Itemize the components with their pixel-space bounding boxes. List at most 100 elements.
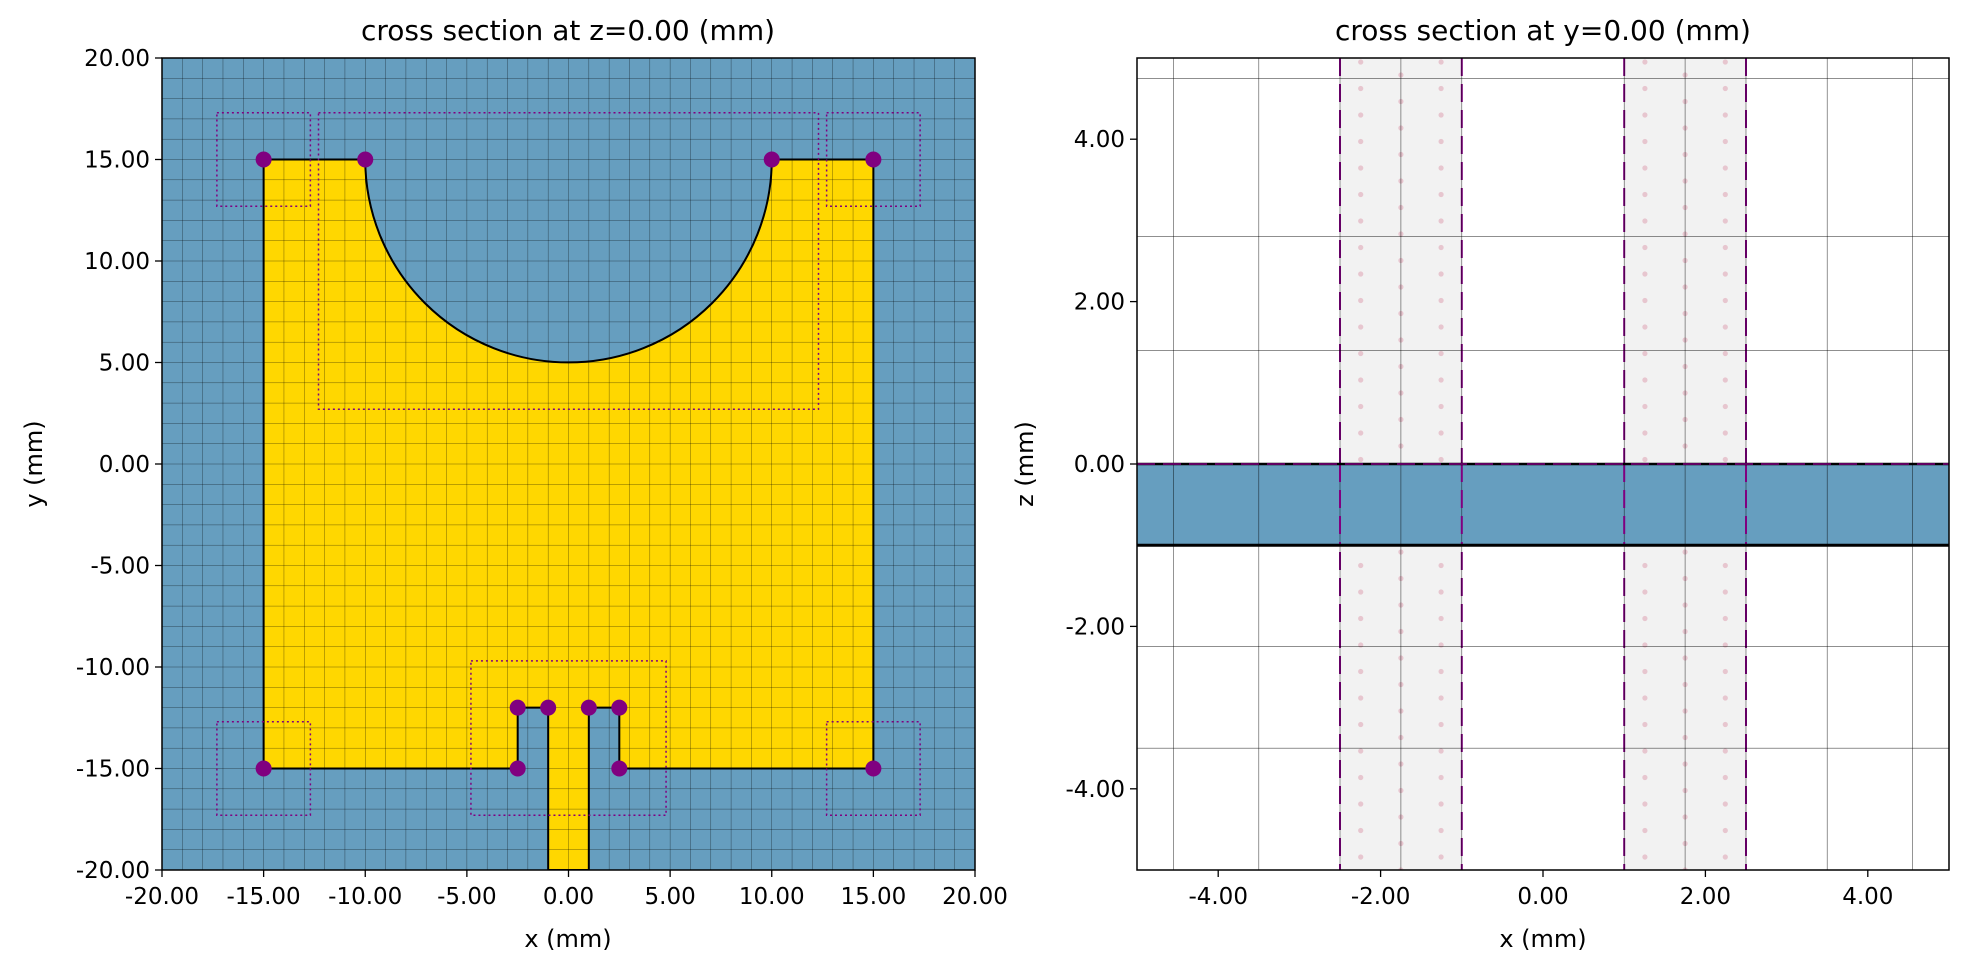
x-tick-label: 4.00 — [1842, 884, 1893, 910]
port-dot — [1642, 165, 1648, 171]
port-dot — [1642, 562, 1648, 569]
x-tick-label: -15.00 — [227, 884, 301, 910]
x-axis-label-y: x (mm) — [1499, 925, 1586, 953]
y-axis-label-z: y (mm) — [20, 420, 48, 507]
port-dot — [1722, 456, 1728, 463]
port-dot — [1438, 138, 1444, 145]
port-dot — [1358, 721, 1364, 728]
vertex-marker — [865, 760, 882, 777]
port-dot — [1358, 59, 1364, 65]
x-tick-label: 10.00 — [739, 884, 805, 910]
port-dot — [1438, 324, 1444, 330]
chart-title-y: cross section at y=0.00 (mm) — [1335, 14, 1751, 47]
y-tick-label: -15.00 — [76, 757, 150, 783]
x-tick-label: 20.00 — [942, 884, 1008, 910]
vertex-marker — [255, 151, 272, 168]
port-dot — [1722, 430, 1728, 436]
port-dot — [1358, 85, 1364, 92]
port-dot — [1722, 350, 1728, 357]
port-dot — [1438, 589, 1444, 595]
port-dot — [1642, 350, 1648, 357]
port-dot — [1358, 218, 1364, 224]
port-dot — [1722, 589, 1728, 595]
x-axis-label-z: x (mm) — [524, 925, 611, 953]
ticks-z: -20.00 -15.00 -10.00 -5.00 0.00 5.00 10.00 15.0… — [76, 46, 1008, 910]
vertex-marker — [540, 699, 557, 716]
port-dot — [1722, 324, 1728, 330]
x-tick-label: 5.00 — [645, 884, 696, 910]
port-dot — [1438, 85, 1444, 92]
port-dot — [1358, 191, 1364, 198]
port-dot — [1722, 615, 1728, 622]
mesh-grid — [162, 58, 975, 870]
port-dot — [1358, 589, 1364, 595]
port-dot — [1642, 589, 1648, 595]
x-tick-label: 0.00 — [1517, 884, 1568, 910]
x-tick-label: -4.00 — [1188, 884, 1248, 910]
port-dot — [1358, 456, 1364, 463]
port-dot — [1358, 748, 1364, 754]
port-dot — [1358, 377, 1364, 383]
port-dot — [1642, 668, 1648, 675]
port-dot — [1438, 112, 1444, 118]
port-dot — [1642, 324, 1648, 330]
z-tick-label: -2.00 — [1065, 614, 1125, 640]
port-dot — [1438, 218, 1444, 224]
port-dot — [1642, 297, 1648, 304]
port-dot — [1722, 218, 1728, 224]
port-dot — [1722, 271, 1728, 277]
x-tick-label: -2.00 — [1351, 884, 1411, 910]
z-tick-label: -4.00 — [1065, 777, 1125, 803]
port-dot — [1722, 801, 1728, 807]
port-dot — [1438, 668, 1444, 675]
x-tick-label: 0.00 — [543, 884, 594, 910]
port-dot — [1438, 721, 1444, 728]
port-dot — [1358, 244, 1364, 251]
y-tick-label: -20.00 — [76, 858, 150, 884]
port-dot — [1722, 642, 1728, 648]
port-dot — [1722, 165, 1728, 171]
port-dot — [1438, 403, 1444, 410]
z-tick-label: 0.00 — [1074, 452, 1125, 478]
vertex-marker — [611, 760, 628, 777]
port-dot — [1722, 668, 1728, 675]
port-dot — [1642, 218, 1648, 224]
port-dot — [1358, 695, 1364, 701]
port-dot — [1438, 350, 1444, 357]
port-dot — [1722, 774, 1728, 781]
port-dot — [1642, 112, 1648, 118]
vertex-marker — [865, 151, 882, 168]
port-dot — [1358, 615, 1364, 622]
vertex-marker — [580, 699, 597, 716]
y-tick-label: -10.00 — [76, 655, 150, 681]
port-dot — [1642, 138, 1648, 145]
refinement-box — [216, 112, 312, 207]
port-dot — [1642, 854, 1648, 860]
port-dot — [1642, 721, 1648, 728]
port-dot — [1358, 350, 1364, 357]
x-tick-label: 15.00 — [840, 884, 906, 910]
port-dot — [1438, 271, 1444, 277]
port-dot — [1438, 695, 1444, 701]
cross-section-y-panel: cross section at y=0.00 (mm) -4.00 -2.00 0… — [1011, 14, 1950, 953]
port-dot — [1722, 59, 1728, 65]
port-dot — [1642, 456, 1648, 463]
port-dot — [1358, 403, 1364, 410]
port-dot — [1642, 615, 1648, 622]
port-dot — [1438, 642, 1444, 648]
z-axis-label-y: z (mm) — [1011, 421, 1039, 507]
port-dot — [1722, 377, 1728, 383]
port-dot — [1438, 430, 1444, 436]
port-dot — [1642, 271, 1648, 277]
port-dot — [1438, 59, 1444, 65]
port-dot — [1358, 430, 1364, 436]
vertex-marker — [255, 760, 272, 777]
port-dot — [1358, 774, 1364, 781]
port-dot — [1358, 324, 1364, 330]
y-tick-label: 15.00 — [84, 148, 150, 174]
port-dot — [1358, 297, 1364, 304]
port-dot — [1642, 748, 1648, 754]
port-dot — [1438, 456, 1444, 463]
port-dot — [1438, 748, 1444, 754]
